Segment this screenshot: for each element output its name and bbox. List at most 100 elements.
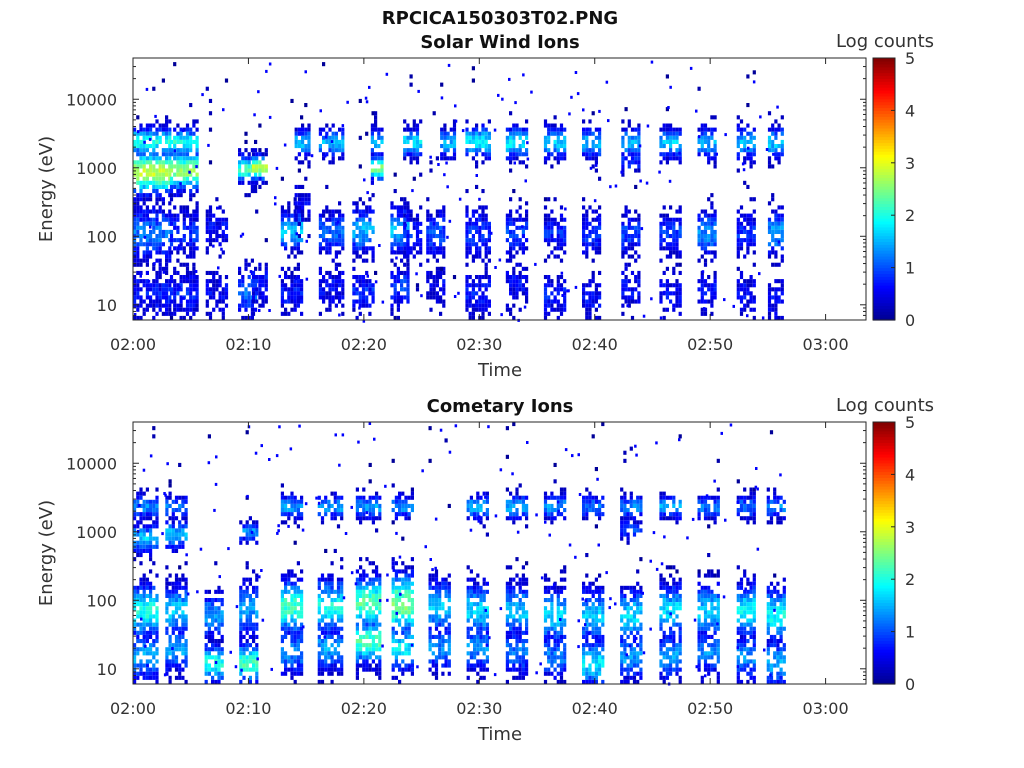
heatmap-cell (284, 503, 288, 508)
heatmap-cell (739, 135, 744, 140)
heatmap-cell (290, 512, 294, 517)
heatmap-cell (178, 598, 182, 603)
heatmap-cell (325, 131, 329, 136)
heatmap-cell (634, 234, 638, 239)
heatmap-cell (426, 279, 430, 284)
heatmap-cell (767, 135, 772, 140)
heatmap-cell (355, 242, 359, 247)
heatmap-cell (307, 148, 311, 153)
heatmap-cell (509, 311, 513, 316)
heatmap-cell (218, 217, 222, 222)
heatmap-cell (465, 205, 469, 210)
heatmap-cell (212, 279, 216, 284)
heatmap-cell (515, 262, 519, 267)
heatmap-cell (176, 168, 180, 173)
heatmap-cell (185, 176, 190, 181)
heatmap-cell (174, 528, 179, 533)
heatmap-cell (252, 532, 256, 537)
heatmap-cell (242, 598, 246, 603)
heatmap-cell (280, 671, 284, 676)
heatmap-cell (669, 205, 673, 210)
heatmap-cell (165, 565, 169, 570)
heatmap-cell (220, 639, 224, 644)
heatmap-cell (665, 229, 669, 234)
heatmap-cell (155, 512, 159, 517)
heatmap-cell (296, 671, 300, 676)
heatmap-cell (185, 123, 190, 128)
heatmap-cell (155, 634, 159, 639)
heatmap-cell (322, 139, 326, 144)
heatmap-cell (168, 193, 172, 198)
colorbar-swatch (873, 104, 895, 109)
heatmap-cell (563, 291, 567, 296)
heatmap-cell (746, 221, 750, 226)
heatmap-cell (178, 630, 182, 635)
heatmap-cell (374, 280, 378, 284)
heatmap-cell (484, 270, 488, 275)
heatmap-cell (184, 655, 188, 660)
heatmap-cell (136, 197, 140, 202)
heatmap-cell (205, 270, 209, 275)
heatmap-cell (296, 242, 300, 247)
heatmap-cell (189, 144, 193, 149)
heatmap-cell (318, 217, 322, 222)
heatmap-cell (777, 295, 781, 300)
heatmap-cell (328, 295, 332, 300)
heatmap-cell (396, 299, 400, 304)
heatmap-cell (481, 205, 485, 210)
heatmap-cell (481, 209, 485, 214)
heatmap-cell (192, 266, 196, 271)
heatmap-cell (505, 217, 509, 222)
heatmap-cell (169, 287, 174, 292)
heatmap-cell (361, 242, 366, 247)
heatmap-cell (591, 279, 595, 284)
heatmap-cell (155, 275, 159, 280)
heatmap-cell (301, 217, 305, 222)
heatmap-cell (247, 152, 251, 157)
heatmap-cell (334, 262, 338, 267)
heatmap-cell (518, 242, 522, 247)
heatmap-cell (736, 254, 740, 259)
heatmap-cell (777, 160, 781, 165)
heatmap-cell (185, 156, 190, 161)
heatmap-cell (173, 238, 177, 243)
colorbar-swatch (873, 264, 895, 269)
heatmap-cell (252, 626, 256, 631)
heatmap-cell (375, 614, 379, 619)
heatmap-cell (182, 296, 185, 300)
heatmap-cell (368, 508, 372, 513)
heatmap-cell (211, 634, 215, 639)
heatmap-cell (598, 270, 602, 275)
heatmap-cell (204, 651, 208, 656)
heatmap-cell (185, 160, 190, 165)
heatmap-cell (251, 291, 256, 296)
heatmap-cell (465, 283, 469, 288)
heatmap-cell (355, 250, 359, 255)
heatmap-cell (371, 643, 375, 648)
heatmap-cell (361, 201, 366, 206)
heatmap-cell (403, 119, 407, 124)
heatmap-cell (331, 135, 335, 140)
heatmap-cell (331, 234, 335, 239)
heatmap-cell (341, 156, 345, 161)
heatmap-cell (429, 307, 433, 312)
heatmap-cell (341, 148, 345, 153)
heatmap-cell (777, 287, 781, 292)
heatmap-cell (139, 503, 143, 508)
heatmap-cell (287, 508, 291, 513)
colorbar-swatch (873, 122, 895, 126)
heatmap-cell (294, 193, 298, 198)
heatmap-cell (371, 291, 375, 296)
heatmap-cell (217, 598, 221, 603)
heatmap-cell (518, 238, 522, 243)
heatmap-cell (304, 135, 308, 140)
heatmap-cell (155, 606, 159, 611)
heatmap-cell (290, 655, 294, 660)
heatmap-cell (155, 630, 159, 635)
heatmap-cell (361, 291, 366, 296)
heatmap-cell (293, 299, 297, 304)
heatmap-cell (415, 160, 420, 165)
heatmap-cell (752, 135, 756, 140)
heatmap-cell (559, 205, 564, 210)
